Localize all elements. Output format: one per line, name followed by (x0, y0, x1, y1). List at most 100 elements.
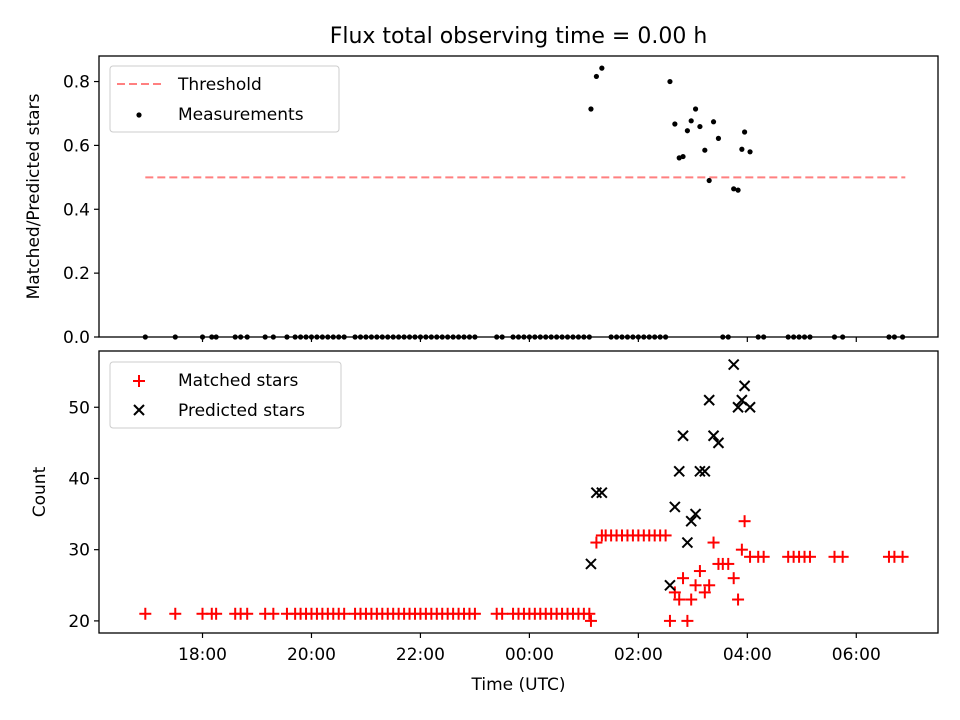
legend-predicted-swatch (133, 404, 145, 416)
measurement-point (731, 186, 737, 192)
matched-star-marker (338, 607, 351, 620)
predicted-star-marker (738, 380, 751, 392)
predicted-star-marker (699, 465, 711, 478)
predicted-star-marker (677, 430, 689, 442)
bottom-panel: 20 30 40 50 18:00 20:00 22:00 00:00 02:00 04:00 0… (30, 350, 939, 695)
matched-star-marker (757, 550, 770, 563)
matched-star-marker (836, 550, 849, 563)
measurement-point (588, 106, 594, 112)
predicted-star-marker (712, 437, 725, 449)
matched-star-marker (139, 607, 152, 620)
matched-star-marker (693, 565, 706, 578)
matched-star-marker (896, 550, 909, 563)
measurement-point (741, 129, 748, 135)
top-axes-frame (98, 55, 939, 338)
matched-star-marker (722, 557, 735, 570)
predicted-star-marker (732, 401, 744, 413)
x-tick-label: 00:00 (505, 645, 554, 665)
top-x-ticks (201, 337, 857, 342)
predicted-star-marker (585, 558, 597, 570)
legend-measurements-label: Measurements (178, 105, 304, 125)
bottom-legend-frame (109, 361, 342, 429)
matched-star-marker (210, 607, 223, 620)
predicted-star-marker (727, 358, 740, 371)
matched-star-marker (727, 572, 740, 585)
matched-star-marker (689, 579, 702, 592)
matched-star-marker (673, 593, 686, 606)
top-y-tick-label: 0.2 (63, 264, 90, 284)
matched-star-marker (169, 607, 182, 620)
predicted-star-marker (694, 465, 706, 478)
matched-star-marker (732, 593, 745, 606)
x-tick-label: 18:00 (178, 645, 227, 665)
measurement-point (692, 106, 699, 112)
matched-star-marker (590, 536, 603, 549)
measurement-point (680, 153, 686, 160)
bottom-y-tick-label: 20 (68, 612, 90, 632)
measurement-point (702, 147, 708, 153)
top-y-label: Matched/Predicted stars (24, 93, 44, 299)
measurement-point (706, 177, 712, 184)
matched-star-marker (468, 607, 481, 620)
x-tick-label: 04:00 (723, 645, 772, 665)
matched-star-marker (267, 607, 280, 620)
matched-star-marker (677, 572, 690, 585)
matched-star-marker (703, 579, 716, 592)
measurement-point (697, 123, 703, 130)
predicted-star-marker (664, 579, 676, 591)
measurement-point (735, 187, 741, 193)
top-y-tick-label: 0.4 (63, 200, 90, 220)
bottom-y-tick-label: 40 (68, 469, 90, 489)
legend-threshold-label: Threshold (177, 75, 262, 95)
bottom-y-axis: 20 30 40 50 (68, 398, 99, 632)
matched-star-marker (584, 614, 597, 627)
measurement-point (710, 119, 717, 125)
predicted-star-marker (744, 401, 756, 413)
measurement-point (684, 128, 690, 134)
x-axis-label: Time (UTC) (471, 675, 566, 695)
matched-star-marker (663, 614, 676, 627)
x-tick-label: 20:00 (287, 645, 336, 665)
bottom-axes-frame (98, 350, 939, 634)
legend-predicted-label: Predicted stars (178, 401, 305, 421)
matched-star-marker (659, 529, 672, 542)
top-legend-frame (109, 65, 340, 133)
bottom-x-axis: 18:00 20:00 22:00 00:00 02:00 04:00 06:00 (178, 633, 881, 665)
bottom-y-tick-label: 30 (68, 541, 90, 561)
top-legend: Threshold Measurements (109, 65, 340, 133)
legend-matched-swatch (133, 375, 145, 387)
bottom-y-tick-label: 50 (68, 398, 90, 418)
matched-star-marker (735, 543, 748, 556)
matched-star-marker (668, 586, 681, 599)
predicted-star-marker (707, 430, 720, 442)
measurement-point (715, 135, 722, 141)
matched-star-marker (496, 607, 509, 620)
predicted-star-marker (596, 487, 608, 499)
legend-matched-label: Matched stars (178, 371, 298, 391)
predicted-star-marker (685, 515, 697, 527)
x-tick-label: 22:00 (396, 645, 445, 665)
matched-star-marker (583, 607, 596, 620)
top-y-axis: 0.0 0.2 0.4 0.6 0.8 (63, 73, 99, 348)
bottom-y-label: Count (30, 466, 50, 517)
measurement-point (688, 118, 694, 124)
measurement-point (747, 149, 753, 155)
measurement-point (672, 121, 678, 127)
predicted-star-marker (689, 508, 702, 520)
measurement-point (667, 78, 673, 85)
predicted-star-marker (703, 394, 715, 406)
matched-star-marker (803, 550, 816, 563)
matched-star-marker (738, 515, 751, 528)
legend-measurements-swatch (136, 112, 142, 118)
measurement-point (599, 65, 605, 71)
matched-star-marker (241, 607, 254, 620)
predicted-star-marker (669, 501, 681, 513)
top-panel: 0.00.20.40.60.8 Matched/Predicted stars … (24, 55, 939, 348)
matched-star-marker (698, 586, 711, 599)
matched-star-marker (685, 593, 698, 606)
measurement-point (593, 73, 600, 80)
bottom-legend: Matched stars Predicted stars (109, 361, 342, 429)
chart-title: Flux total observing time = 0.00 h (330, 24, 708, 49)
x-tick-label: 02:00 (614, 645, 663, 665)
